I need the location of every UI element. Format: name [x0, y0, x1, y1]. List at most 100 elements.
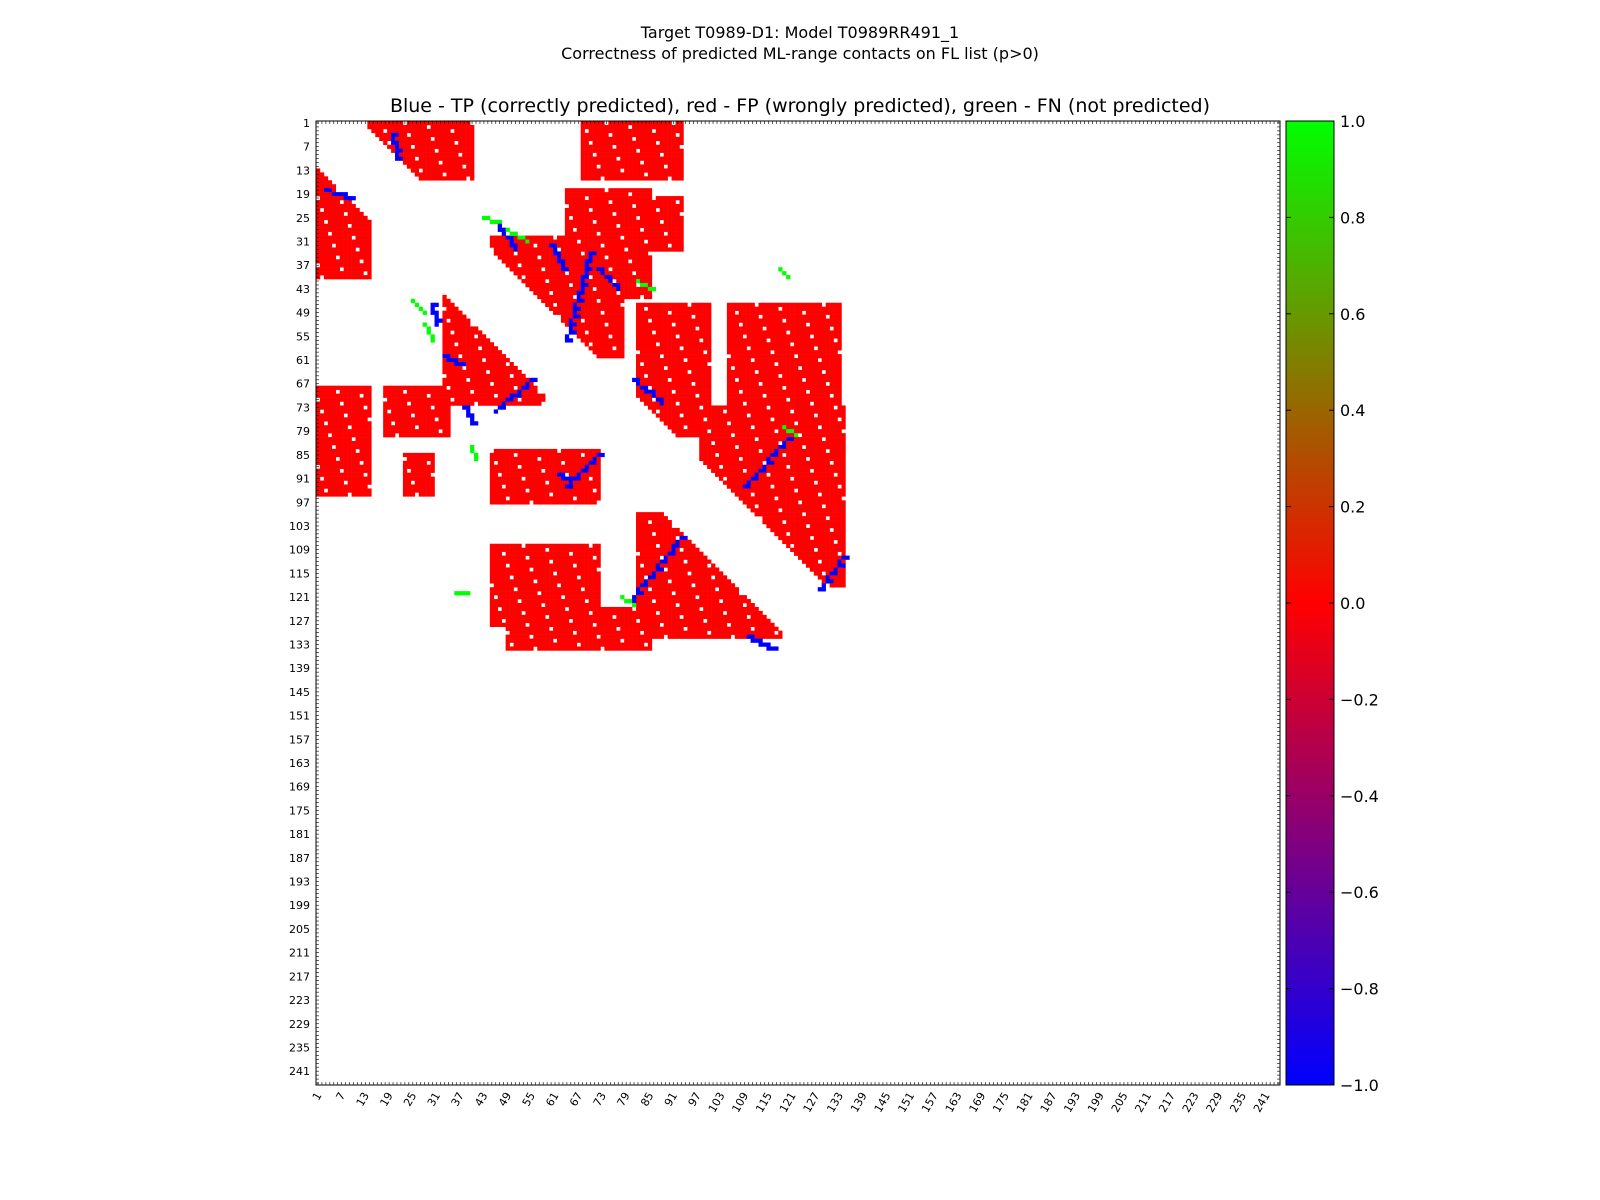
- fp-cell: [592, 282, 597, 288]
- fp-cell: [568, 286, 574, 292]
- fp-cell: [754, 362, 759, 367]
- fp-cell: [442, 381, 447, 386]
- fp-cell: [592, 140, 597, 145]
- fp-cell: [675, 215, 680, 221]
- fp-cell: [521, 251, 526, 256]
- fp-cell: [481, 377, 487, 383]
- fp-cell: [323, 437, 329, 442]
- fp-cell: [612, 160, 617, 165]
- fp-cell: [489, 365, 495, 371]
- fp-cell: [379, 136, 384, 142]
- fp-cell: [462, 389, 467, 394]
- fp-cell: [446, 330, 451, 335]
- fp-cell: [671, 219, 676, 225]
- fp-cell: [434, 156, 439, 161]
- fp-cell: [398, 152, 404, 157]
- fp-cell: [734, 326, 740, 331]
- fp-cell: [367, 239, 372, 244]
- fp-cell: [477, 330, 483, 335]
- fp-cell: [347, 441, 352, 446]
- fp-cell: [391, 128, 396, 134]
- tp-cell: [790, 437, 795, 442]
- fp-cell: [426, 421, 431, 426]
- fp-cell: [711, 456, 716, 462]
- fp-cell: [592, 263, 597, 268]
- fp-cell: [442, 362, 447, 367]
- fp-cell: [790, 492, 795, 497]
- fp-cell: [335, 267, 340, 272]
- fp-cell: [663, 306, 668, 311]
- fp-cell: [454, 377, 459, 383]
- fp-cell: [790, 389, 795, 394]
- fp-cell: [442, 389, 447, 394]
- fp-cell: [647, 223, 653, 228]
- tp-cell: [588, 259, 593, 264]
- fp-cell: [398, 140, 404, 145]
- fp-cell: [588, 306, 593, 311]
- fp-cell: [825, 480, 830, 485]
- fp-cell: [659, 318, 664, 323]
- fp-cell: [730, 310, 736, 315]
- fp-cell: [628, 243, 633, 248]
- fp-cell: [537, 251, 542, 256]
- fp-cell: [414, 128, 420, 134]
- fp-cell: [493, 251, 499, 256]
- fp-cell: [778, 413, 783, 418]
- fp-cell: [746, 441, 751, 446]
- fp-cell: [604, 338, 609, 343]
- fp-cell: [794, 369, 799, 375]
- fp-cell: [584, 302, 589, 307]
- fp-cell: [454, 152, 459, 157]
- fp-cell: [450, 389, 455, 394]
- fp-cell: [643, 263, 649, 268]
- fp-cell: [790, 488, 795, 493]
- fp-cell: [624, 140, 629, 145]
- fp-cell: [647, 148, 653, 153]
- fp-cell: [659, 369, 664, 375]
- fp-cell: [458, 326, 463, 331]
- fp-cell: [691, 365, 696, 371]
- fp-cell: [774, 444, 779, 450]
- fp-cell: [418, 144, 423, 149]
- fp-cell: [675, 231, 680, 236]
- fp-cell: [466, 362, 471, 367]
- fp-cell: [715, 413, 720, 418]
- fp-cell: [786, 409, 791, 414]
- fp-cell: [580, 247, 585, 252]
- tp-cell: [557, 251, 562, 256]
- fp-cell: [612, 156, 617, 161]
- fp-cell: [683, 405, 688, 410]
- tp-cell: [659, 397, 664, 402]
- fp-cell: [766, 318, 771, 323]
- fp-cell: [462, 136, 467, 142]
- fp-cell: [762, 365, 767, 371]
- fp-cell: [430, 148, 435, 153]
- fp-cell: [513, 377, 518, 383]
- fp-cell: [829, 425, 834, 430]
- fp-cell: [612, 318, 617, 323]
- fp-cell: [327, 215, 333, 221]
- fp-cell: [580, 124, 585, 130]
- fp-cell: [620, 231, 625, 236]
- fp-cell: [805, 413, 811, 418]
- fp-cell: [809, 397, 815, 402]
- fp-cell: [584, 279, 589, 284]
- fp-cell: [450, 322, 455, 327]
- fp-cell: [351, 480, 356, 485]
- fp-cell: [466, 160, 471, 165]
- fp-cell: [829, 314, 834, 319]
- fp-cell: [363, 247, 368, 252]
- fp-cell: [588, 168, 593, 173]
- fp-cell: [825, 476, 830, 481]
- fp-cell: [596, 128, 601, 134]
- fp-cell: [730, 456, 736, 462]
- fp-cell: [821, 338, 826, 343]
- fp-cell: [430, 128, 435, 134]
- fp-cell: [616, 302, 621, 307]
- fp-cell: [821, 397, 826, 402]
- fp-cell: [655, 314, 661, 319]
- fp-cell: [730, 385, 736, 390]
- fp-cell: [616, 128, 621, 134]
- fp-cell: [643, 369, 649, 375]
- fp-cell: [339, 223, 344, 228]
